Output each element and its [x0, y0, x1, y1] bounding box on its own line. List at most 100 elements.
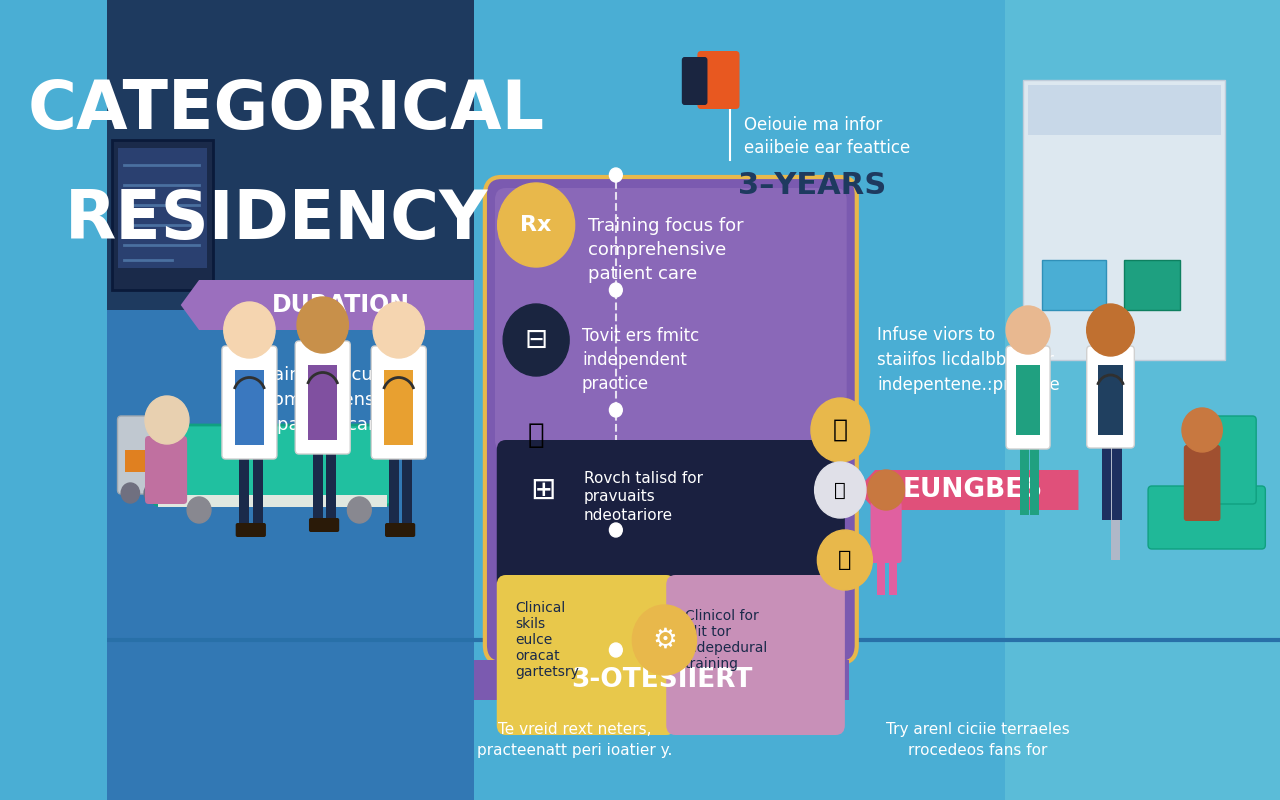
Circle shape [372, 302, 425, 358]
Circle shape [609, 643, 622, 657]
FancyBboxPatch shape [221, 346, 276, 459]
Bar [402, 450, 412, 530]
FancyBboxPatch shape [145, 436, 187, 504]
Circle shape [812, 398, 869, 462]
Bar [1111, 360, 1120, 560]
FancyBboxPatch shape [118, 148, 206, 268]
FancyBboxPatch shape [1148, 486, 1266, 549]
Circle shape [609, 523, 622, 537]
Text: CATEGORICAL: CATEGORICAL [27, 77, 544, 143]
Text: 📋: 📋 [835, 481, 846, 499]
FancyBboxPatch shape [698, 51, 740, 109]
FancyBboxPatch shape [399, 523, 415, 537]
Bar [239, 450, 250, 530]
FancyBboxPatch shape [1028, 85, 1221, 135]
Circle shape [224, 302, 275, 358]
Text: ⊞: ⊞ [530, 475, 556, 505]
Bar [474, 0, 1280, 800]
Circle shape [498, 183, 575, 267]
FancyBboxPatch shape [495, 188, 846, 452]
Bar [253, 450, 264, 530]
Text: 3-OTESIIERT: 3-OTESIIERT [571, 667, 753, 693]
Bar [1102, 440, 1111, 520]
Polygon shape [856, 470, 1079, 510]
Bar [326, 445, 337, 525]
FancyBboxPatch shape [497, 575, 676, 735]
Circle shape [503, 304, 570, 376]
Text: ⊟: ⊟ [525, 326, 548, 354]
Bar [384, 370, 413, 445]
FancyBboxPatch shape [497, 440, 845, 590]
Bar [108, 0, 474, 310]
Circle shape [609, 168, 622, 182]
Circle shape [297, 297, 348, 353]
Text: 👤: 👤 [833, 418, 847, 442]
Bar [308, 365, 338, 440]
Text: Clinical
skils
eulce
oracat
gartetsry: Clinical skils eulce oracat gartetsry [515, 601, 579, 679]
Text: Rx: Rx [521, 215, 552, 235]
Text: Te vreid rext neters,
practeenatt peri ioatier y.: Te vreid rext neters, practeenatt peri i… [477, 722, 672, 758]
Text: 👥: 👥 [838, 550, 851, 570]
Bar [1016, 365, 1039, 435]
Circle shape [814, 462, 867, 518]
Bar [312, 445, 323, 525]
Bar [1005, 0, 1280, 800]
Circle shape [1006, 306, 1050, 354]
Text: 3–YEARS: 3–YEARS [737, 170, 886, 199]
Bar [234, 370, 264, 445]
Text: 👥: 👥 [527, 421, 544, 449]
FancyBboxPatch shape [323, 518, 339, 532]
Text: Tovit ers fmitc
independent
practice: Tovit ers fmitc independent practice [582, 327, 699, 393]
Polygon shape [180, 280, 474, 330]
Text: EUNGBES: EUNGBES [902, 477, 1043, 503]
Circle shape [145, 483, 163, 503]
Circle shape [1087, 304, 1134, 356]
Bar [108, 310, 474, 800]
FancyBboxPatch shape [250, 523, 266, 537]
FancyBboxPatch shape [1184, 445, 1220, 521]
FancyBboxPatch shape [485, 177, 856, 663]
FancyBboxPatch shape [1124, 260, 1179, 310]
FancyBboxPatch shape [666, 575, 845, 735]
FancyBboxPatch shape [1006, 346, 1050, 449]
FancyBboxPatch shape [870, 502, 901, 563]
FancyBboxPatch shape [371, 346, 426, 459]
Circle shape [187, 497, 211, 523]
Text: Training focus or
comprehensive
patient care: Training focus or comprehensive patient … [257, 366, 407, 434]
FancyBboxPatch shape [1023, 80, 1225, 360]
Bar [888, 560, 897, 595]
Bar [1112, 440, 1121, 520]
FancyBboxPatch shape [1042, 260, 1106, 310]
Circle shape [609, 283, 622, 297]
Text: Infuse viors to
staiifos licdalbbine or
indepentene.:practice: Infuse viors to staiifos licdalbbine or … [877, 326, 1060, 394]
FancyBboxPatch shape [296, 341, 351, 454]
FancyBboxPatch shape [308, 518, 325, 532]
Circle shape [632, 605, 696, 675]
Text: Training focus for
comprehensive
patient care: Training focus for comprehensive patient… [589, 218, 744, 282]
FancyBboxPatch shape [111, 140, 212, 290]
Circle shape [609, 403, 622, 417]
Bar [157, 495, 387, 507]
Text: RESIDENCY: RESIDENCY [65, 187, 489, 253]
FancyBboxPatch shape [118, 416, 164, 494]
Circle shape [145, 396, 189, 444]
Text: ⚙: ⚙ [652, 626, 677, 654]
Bar [389, 450, 399, 530]
FancyBboxPatch shape [125, 450, 155, 472]
Text: Try arenl ciciie terraeles
rrocedeos fans for: Try arenl ciciie terraeles rrocedeos fan… [886, 722, 1070, 758]
FancyBboxPatch shape [236, 523, 252, 537]
Text: Rovch talisd for
pravuaits
ndeotariore: Rovch talisd for pravuaits ndeotariore [584, 471, 703, 523]
FancyBboxPatch shape [682, 57, 708, 105]
Circle shape [347, 497, 371, 523]
Bar [1098, 365, 1124, 435]
Circle shape [868, 470, 905, 510]
Text: Oeiouie ma infor: Oeiouie ma infor [744, 116, 882, 134]
Text: eaiibeie ear feattice: eaiibeie ear feattice [744, 139, 910, 157]
FancyBboxPatch shape [154, 425, 392, 505]
Bar [1030, 440, 1039, 515]
Bar [877, 560, 886, 595]
Circle shape [1181, 408, 1222, 452]
FancyBboxPatch shape [385, 523, 402, 537]
FancyBboxPatch shape [1198, 416, 1256, 504]
Polygon shape [474, 660, 850, 700]
